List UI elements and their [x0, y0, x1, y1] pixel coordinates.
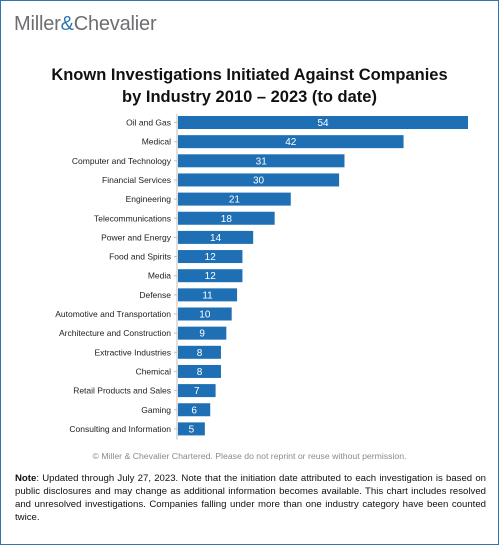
bar [178, 230, 254, 244]
bar-value-label: 12 [205, 252, 217, 263]
chart-title: Known Investigations Initiated Against C… [0, 64, 499, 108]
bar-value-label: 9 [199, 329, 205, 340]
bar [178, 154, 345, 168]
bar-value-label: 11 [202, 290, 213, 301]
category-label: Engineering [126, 194, 172, 204]
category-label: Retail Products and Sales [73, 386, 171, 396]
brand-name-left: Miller [14, 13, 61, 35]
bar-value-label: 8 [197, 367, 203, 378]
bar-value-label: 8 [197, 348, 203, 359]
bar [178, 307, 232, 321]
category-label: Gaming [141, 405, 171, 415]
category-label: Chemical [136, 366, 172, 376]
bar-value-label: 30 [253, 175, 265, 186]
bar [178, 135, 404, 149]
category-label: Consulting and Information [69, 424, 171, 434]
bar [178, 403, 211, 417]
bar [178, 364, 221, 378]
category-label: Defense [139, 290, 171, 300]
bar [178, 384, 216, 398]
bar-value-label: 54 [317, 118, 329, 129]
bar [178, 116, 468, 129]
category-label: Food and Spirits [109, 252, 171, 262]
bar [178, 192, 291, 206]
bar-value-label: 5 [189, 424, 195, 435]
category-label: Power and Energy [101, 232, 172, 242]
bar [178, 288, 238, 302]
bar-value-label: 31 [256, 156, 268, 167]
bar [178, 326, 227, 340]
bar [178, 422, 205, 436]
note-label: Note [15, 473, 37, 484]
bar-value-label: 10 [199, 310, 211, 321]
bar-value-label: 18 [221, 214, 233, 225]
chart-title-line2: by Industry 2010 – 2023 (to date) [122, 88, 377, 106]
bar [178, 173, 340, 187]
category-label: Architecture and Construction [59, 328, 171, 338]
bar [178, 345, 221, 359]
category-label: Telecommunications [94, 213, 171, 223]
bar-value-label: 6 [191, 405, 197, 416]
bar-value-label: 42 [285, 137, 297, 148]
category-label: Automotive and Transportation [55, 309, 171, 319]
note-text: : Updated through July 27, 2023. Note th… [15, 473, 486, 523]
bar [178, 269, 243, 283]
brand-logo: Miller&Chevalier [14, 13, 157, 36]
chart-title-line1: Known Investigations Initiated Against C… [51, 66, 448, 84]
bar [178, 211, 275, 225]
category-label: Extractive Industries [94, 347, 171, 357]
copyright-notice: © Miller & Chevalier Chartered. Please d… [92, 451, 407, 461]
brand-ampersand: & [60, 13, 74, 35]
category-label: Computer and Technology [72, 156, 172, 166]
category-label: Financial Services [102, 175, 171, 185]
brand-name-right: Chevalier [73, 13, 157, 35]
category-label: Oil and Gas [126, 118, 171, 128]
chart-note: Note: Updated through July 27, 2023. Not… [15, 472, 486, 524]
bar-value-label: 14 [210, 233, 222, 244]
category-label: Medical [142, 137, 171, 147]
bar-value-label: 21 [229, 195, 241, 206]
category-label: Media [148, 271, 171, 281]
bar-value-label: 12 [205, 271, 217, 282]
bar-value-label: 7 [194, 386, 200, 397]
bar [178, 250, 243, 264]
